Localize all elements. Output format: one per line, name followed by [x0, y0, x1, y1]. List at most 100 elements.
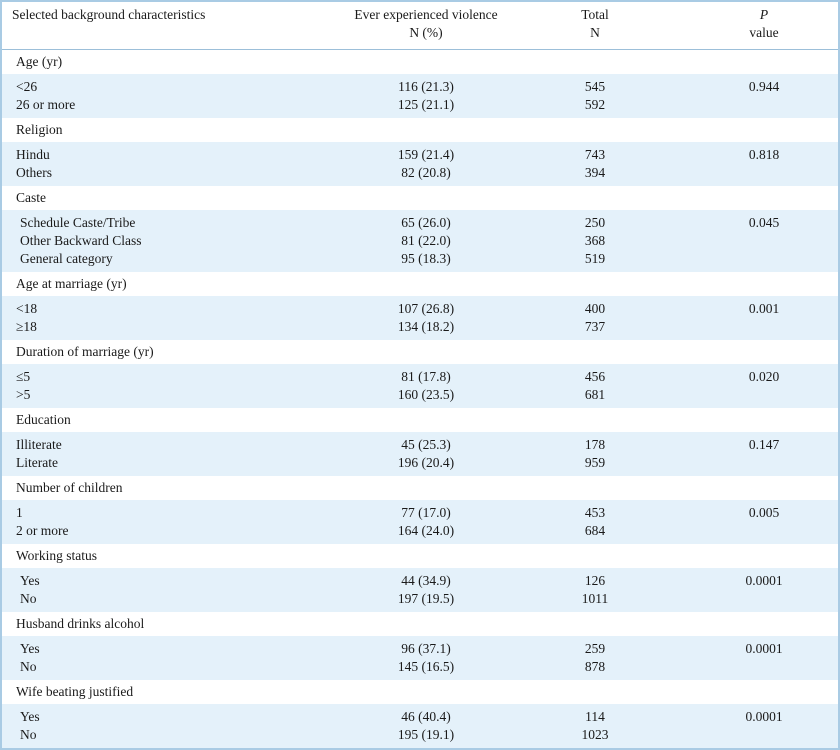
cell-total: 592 — [584, 97, 606, 112]
header-total-line2: N — [590, 25, 600, 40]
row-label: Yes — [20, 641, 40, 656]
section-body: <26 116 (21.3) 545 0.944 26 or more 125 (21.1… — [2, 74, 838, 118]
table-row: ≤5 81 (17.8) 456 0.020 — [2, 368, 838, 386]
table-section: Religion Hindu 159 (21.4) 743 0.818 Others 82 … — [2, 118, 838, 186]
table-row: No 197 (19.5) 1011 — [2, 590, 838, 608]
table-row: Other Backward Class 81 (22.0) 368 — [2, 232, 838, 250]
cell-p-value: 0.944 — [748, 79, 780, 94]
section-title: Wife beating justified — [16, 684, 134, 699]
row-label: 2 or more — [16, 523, 69, 538]
cell-total: 456 — [584, 369, 606, 384]
table-row: 1 77 (17.0) 453 0.005 — [2, 504, 838, 522]
cell-total: 126 — [584, 573, 606, 588]
cell-total: 959 — [584, 455, 606, 470]
table-row: Others 82 (20.8) 394 — [2, 164, 838, 182]
cell-total: 545 — [584, 79, 606, 94]
row-label: <26 — [16, 79, 38, 94]
cell-p-value: 0.005 — [748, 505, 780, 520]
section-title: Age (yr) — [16, 54, 63, 69]
header-characteristics: Selected background characteristics — [12, 7, 206, 22]
cell-p-value: 0.001 — [748, 301, 780, 316]
row-label: Literate — [16, 455, 58, 470]
cell-ever-violence: 125 (21.1) — [397, 97, 455, 112]
cell-ever-violence: 96 (37.1) — [401, 641, 451, 656]
table-section: Wife beating justified Yes 46 (40.4) 114 0.0… — [2, 680, 838, 748]
cell-ever-violence: 45 (25.3) — [401, 437, 451, 452]
row-label: Yes — [20, 573, 40, 588]
table-row: <18 107 (26.8) 400 0.001 — [2, 300, 838, 318]
header-total: Total N — [542, 6, 648, 42]
header-ever-violence: Ever experienced violence N (%) — [302, 6, 550, 42]
cell-ever-violence: 159 (21.4) — [397, 147, 455, 162]
cell-ever-violence: 44 (34.9) — [401, 573, 451, 588]
row-label: >5 — [16, 387, 31, 402]
row-label: <18 — [16, 301, 38, 316]
row-label: ≤5 — [16, 369, 31, 384]
cell-total: 250 — [584, 215, 606, 230]
cell-total: 400 — [584, 301, 606, 316]
section-title: Duration of marriage (yr) — [16, 344, 154, 359]
cell-p-value: 0.045 — [748, 215, 780, 230]
section-heading-row: Age at marriage (yr) — [2, 272, 838, 296]
section-body: ≤5 81 (17.8) 456 0.020 >5 160 (23.5) 681 — [2, 364, 838, 408]
cell-p-value: 0.020 — [748, 369, 780, 384]
cell-ever-violence: 116 (21.3) — [398, 79, 454, 94]
cell-ever-violence: 81 (22.0) — [401, 233, 451, 248]
table-section: Number of children 1 77 (17.0) 453 0.005 2 or… — [2, 476, 838, 544]
section-title: Religion — [16, 122, 63, 137]
section-title: Husband drinks alcohol — [16, 616, 145, 631]
header-p-line2: value — [749, 25, 779, 40]
section-body: Hindu 159 (21.4) 743 0.818 Others 82 (20.8) 39… — [2, 142, 838, 186]
cell-total: 1023 — [581, 727, 609, 742]
table-row: No 195 (19.1) 1023 — [2, 726, 838, 744]
cell-p-value: 0.818 — [748, 147, 780, 162]
table-header: Selected background characteristics Ever… — [2, 2, 838, 50]
cell-ever-violence: 81 (17.8) — [401, 369, 451, 384]
cell-total: 368 — [584, 233, 606, 248]
row-label: 26 or more — [16, 97, 76, 112]
table-section: Husband drinks alcohol Yes 96 (37.1) 259 0.0… — [2, 612, 838, 680]
cell-ever-violence: 160 (23.5) — [397, 387, 455, 402]
section-body: Schedule Caste/Tribe 65 (26.0) 250 0.045 Oth… — [2, 210, 838, 272]
section-title: Education — [16, 412, 71, 427]
row-label: 1 — [16, 505, 23, 520]
cell-ever-violence: 77 (17.0) — [401, 505, 451, 520]
table-section: Working status Yes 44 (34.9) 126 0.0001 No 197… — [2, 544, 838, 612]
row-label: No — [20, 659, 37, 674]
section-body: Yes 96 (37.1) 259 0.0001 No 145 (16.5) 878 — [2, 636, 838, 680]
cell-total: 684 — [584, 523, 606, 538]
cell-ever-violence: 65 (26.0) — [401, 215, 451, 230]
header-total-line1: Total — [581, 7, 609, 22]
row-label: Hindu — [16, 147, 50, 162]
header-ever-line2: N (%) — [409, 25, 443, 40]
section-heading-row: Caste — [2, 186, 838, 210]
cell-total: 878 — [584, 659, 606, 674]
row-label: Schedule Caste/Tribe — [20, 215, 136, 230]
table-section: Age at marriage (yr) <18 107 (26.8) 400 0.00… — [2, 272, 838, 340]
header-p-line1: P — [759, 7, 769, 22]
cell-ever-violence: 95 (18.3) — [401, 251, 451, 266]
cell-p-value: 0.0001 — [745, 573, 783, 588]
table-row: Yes 44 (34.9) 126 0.0001 — [2, 572, 838, 590]
cell-p-value: 0.147 — [748, 437, 780, 452]
table-row: <26 116 (21.3) 545 0.944 — [2, 78, 838, 96]
table-row: Literate 196 (20.4) 959 — [2, 454, 838, 472]
section-title: Working status — [16, 548, 98, 563]
cell-ever-violence: 46 (40.4) — [401, 709, 451, 724]
section-heading-row: Education — [2, 408, 838, 432]
section-body: 1 77 (17.0) 453 0.005 2 or more 164 (24.0) 684 — [2, 500, 838, 544]
section-heading-row: Wife beating justified — [2, 680, 838, 704]
cell-ever-violence: 82 (20.8) — [401, 165, 451, 180]
cell-p-value: 0.0001 — [745, 641, 783, 656]
table-row: 26 or more 125 (21.1) 592 — [2, 96, 838, 114]
table-section: Education Illiterate 45 (25.3) 178 0.147 Lite… — [2, 408, 838, 476]
section-title: Caste — [16, 190, 46, 205]
table-row: >5 160 (23.5) 681 — [2, 386, 838, 404]
section-heading-row: Working status — [2, 544, 838, 568]
table-row: Yes 46 (40.4) 114 0.0001 — [2, 708, 838, 726]
cell-total: 737 — [584, 319, 606, 334]
row-label: General category — [20, 251, 113, 266]
table-row: 2 or more 164 (24.0) 684 — [2, 522, 838, 540]
section-title: Number of children — [16, 480, 123, 495]
